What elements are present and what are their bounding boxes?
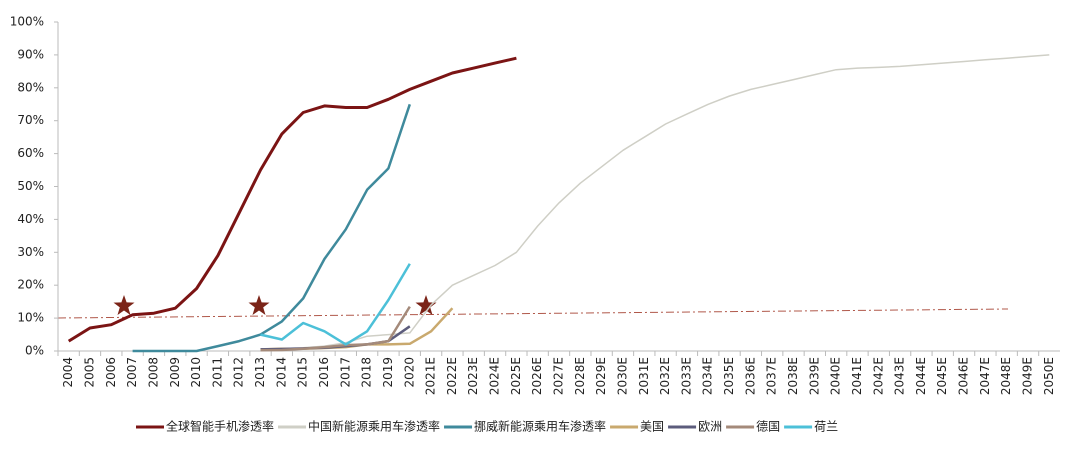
x-tick-label: 2035E	[722, 357, 736, 395]
y-tick-label: 70%	[17, 113, 44, 127]
x-tick-label: 2036E	[743, 357, 757, 395]
y-tick-label: 30%	[17, 245, 44, 259]
y-tick-label: 20%	[17, 278, 44, 292]
y-tick-label: 50%	[17, 179, 44, 193]
x-tick-label: 2007	[125, 357, 139, 388]
y-tick-label: 90%	[17, 47, 44, 61]
x-tick-label: 2027E	[552, 357, 566, 395]
x-tick-label: 2037E	[765, 357, 779, 395]
x-tick-label: 2034E	[701, 357, 715, 395]
x-tick-label: 2005	[82, 357, 96, 388]
x-tick-label: 2044E	[914, 357, 928, 395]
x-tick-label: 2013	[253, 357, 267, 388]
legend-item: 荷兰	[784, 420, 838, 434]
legend-label: 德国	[756, 419, 780, 434]
x-tick-label: 2029E	[594, 357, 608, 395]
series-line	[303, 54, 1050, 349]
legend-item: 德国	[726, 419, 780, 434]
x-tick-label: 2045E	[935, 357, 949, 395]
x-tick-label: 2019	[381, 357, 395, 388]
x-tick-label: 2024E	[488, 357, 502, 395]
series-line	[67, 56, 517, 343]
x-tick-label: 2041E	[850, 357, 864, 395]
x-tick-label: 2012	[232, 357, 246, 388]
legend-item: 美国	[610, 420, 664, 434]
star	[248, 295, 270, 315]
legend-label: 美国	[640, 420, 664, 434]
legend-label: 中国新能源乘用车渗透率	[308, 419, 440, 434]
y-tick-label: 40%	[17, 212, 44, 226]
x-tick-label: 2017	[338, 357, 352, 388]
stars	[113, 295, 437, 315]
legend-item: 中国新能源乘用车渗透率	[278, 419, 440, 434]
star	[113, 295, 135, 315]
x-tick-label: 2030E	[615, 357, 629, 395]
y-tick-label: 10%	[17, 311, 44, 325]
x-tick-label: 2028E	[573, 357, 587, 395]
x-tick-label: 2033E	[679, 357, 693, 395]
y-tick-label: 60%	[17, 146, 44, 160]
x-tick-label: 2016	[317, 357, 331, 388]
x-tick-label: 2039E	[807, 357, 821, 395]
x-tick-label: 2040E	[829, 357, 843, 395]
x-tick-label: 2008	[146, 357, 160, 388]
series-line	[260, 263, 411, 346]
x-tick-label: 2011	[210, 357, 224, 388]
x-tick-label: 2050E	[1042, 357, 1056, 395]
y-tick-label: 0%	[25, 344, 44, 358]
series-line	[132, 103, 411, 353]
legend-label: 全球智能手机渗透率	[166, 419, 274, 434]
x-tick-label: 2020	[402, 357, 416, 388]
legend-item: 挪威新能源乘用车渗透率	[444, 419, 606, 434]
x-tick-label: 2006	[104, 357, 118, 388]
x-tick-label: 2047E	[978, 357, 992, 395]
legend-label: 挪威新能源乘用车渗透率	[474, 419, 606, 434]
legend-item: 欧洲	[668, 420, 722, 434]
series-line	[260, 305, 411, 352]
y-tick-label: 100%	[10, 15, 44, 29]
star	[415, 295, 437, 315]
x-tick-label: 2018	[360, 357, 374, 388]
x-tick-label: 2048E	[999, 357, 1013, 395]
x-tick-label: 2046E	[957, 357, 971, 395]
legend-label: 欧洲	[698, 420, 722, 434]
reference-line	[57, 308, 1009, 319]
x-tick-label: 2015	[296, 357, 310, 388]
x-tick-label: 2022E	[445, 357, 459, 395]
x-tick-label: 2025E	[509, 357, 523, 395]
y-tick-label: 80%	[17, 80, 44, 94]
x-tick-label: 2010	[189, 357, 203, 388]
x-tick-label: 2043E	[893, 357, 907, 395]
legend-item: 全球智能手机渗透率	[136, 419, 274, 434]
x-tick-label: 2009	[168, 357, 182, 388]
legend-label: 荷兰	[814, 420, 838, 434]
x-tick-label: 2021E	[424, 357, 438, 395]
x-tick-label: 2049E	[1021, 357, 1035, 395]
x-tick-label: 2023E	[466, 357, 480, 395]
x-tick-label: 2038E	[786, 357, 800, 395]
x-tick-label: 2026E	[530, 357, 544, 395]
x-tick-label: 2032E	[658, 357, 672, 395]
x-tick-label: 2042E	[871, 357, 885, 395]
x-tick-label: 2004	[61, 357, 75, 388]
x-tick-label: 2014	[274, 357, 288, 388]
x-tick-label: 2031E	[637, 357, 651, 395]
